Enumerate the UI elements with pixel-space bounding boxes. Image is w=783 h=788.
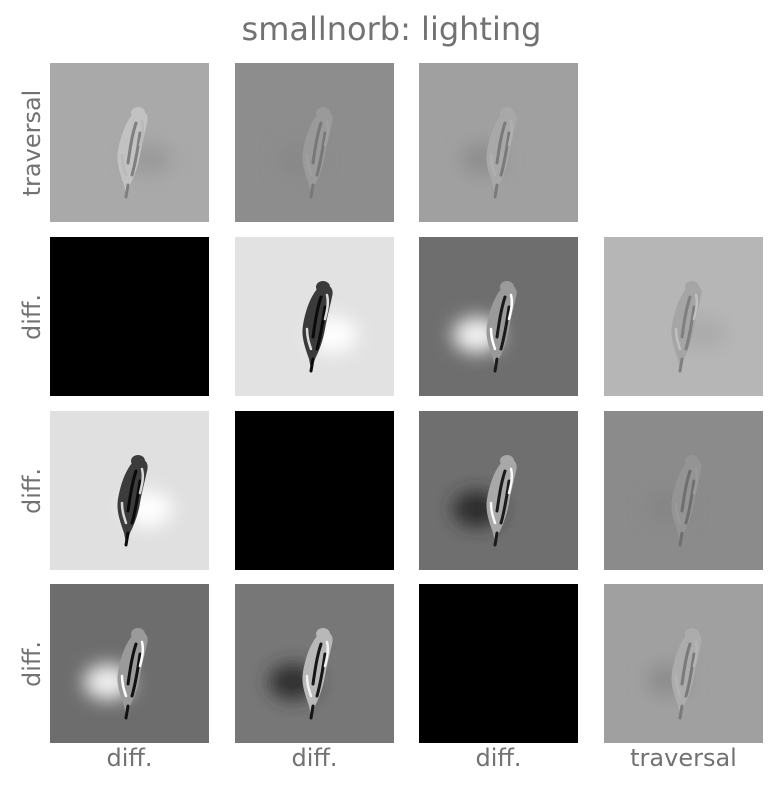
column-label-1: diff.: [291, 744, 338, 772]
column-label-3: traversal: [630, 744, 737, 772]
figurine-shape: [486, 455, 517, 547]
column-label-0: diff.: [106, 744, 153, 772]
figurine-shape: [671, 281, 702, 373]
column-label-2: diff.: [475, 744, 522, 772]
row-label-1: diff.: [18, 293, 46, 340]
figurine-shape: [117, 107, 148, 199]
diff-image-2-0: [50, 411, 209, 570]
figurine-shape: [302, 628, 333, 720]
diff-image-2-2: [419, 411, 578, 570]
figurine-shape: [671, 628, 702, 720]
diff-image-2-1: [235, 411, 394, 570]
figurine-shape: [671, 455, 702, 547]
figurine-shape: [486, 281, 517, 373]
black-diff-fill: [235, 411, 394, 570]
diff-image-3-0: [50, 584, 209, 743]
diff-image-1-2: [419, 237, 578, 396]
figurine-shape: [117, 628, 148, 720]
row-label-3: diff.: [18, 640, 46, 687]
black-diff-fill: [50, 237, 209, 396]
diff-image-1-0: [50, 237, 209, 396]
traversal-image-0-1: [235, 63, 394, 222]
row-label-0: traversal: [18, 89, 46, 196]
diff-image-3-1: [235, 584, 394, 743]
row-label-2: diff.: [18, 467, 46, 514]
traversal-image-2-3: [604, 411, 763, 570]
figurine-shape: [302, 107, 333, 199]
figure-title: smallnorb: lighting: [241, 10, 542, 48]
traversal-image-1-3: [604, 237, 763, 396]
figurine-shape: [117, 455, 148, 547]
black-diff-fill: [419, 584, 578, 743]
traversal-image-3-3: [604, 584, 763, 743]
diff-image-3-2: [419, 584, 578, 743]
traversal-image-0-2: [419, 63, 578, 222]
figurine-shape: [302, 281, 333, 373]
figurine-shape: [486, 107, 517, 199]
diff-image-1-1: [235, 237, 394, 396]
traversal-image-0-0: [50, 63, 209, 222]
